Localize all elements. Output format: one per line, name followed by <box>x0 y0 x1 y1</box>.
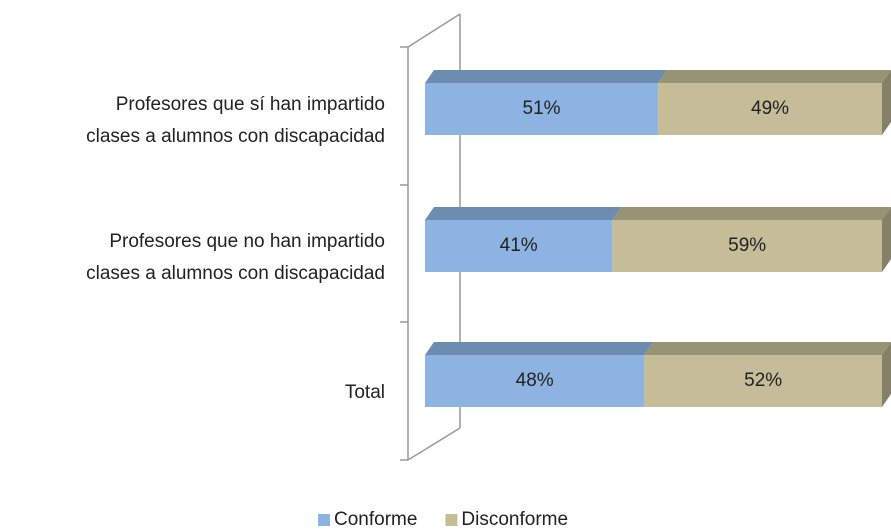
bar <box>658 83 882 135</box>
bar <box>425 83 659 135</box>
bar-top <box>425 207 622 220</box>
y-tick-label: Profesores que sí han impartido <box>116 94 385 115</box>
bar <box>425 355 645 407</box>
bar-top <box>425 70 668 83</box>
bar-side <box>882 207 891 272</box>
y-tick-label: Total <box>345 382 385 403</box>
data-label: 52% <box>744 370 782 391</box>
bar-top <box>644 342 891 355</box>
legend-swatch <box>445 514 458 526</box>
bar-top <box>425 342 654 355</box>
bar-top <box>658 70 891 83</box>
y-tick-label: clases a alumnos con discapacidad <box>86 263 385 284</box>
bar-top <box>612 207 891 220</box>
bar <box>425 220 613 272</box>
legend-label: Disconforme <box>461 509 568 530</box>
data-label: 51% <box>523 98 561 119</box>
bar <box>644 355 882 407</box>
legend-swatch <box>318 514 330 526</box>
legend-label: Conforme <box>334 509 417 530</box>
bar-side <box>882 342 891 407</box>
bar-side <box>882 70 891 135</box>
y-tick-label: Profesores que no han impartido <box>109 231 385 252</box>
bar <box>612 220 882 272</box>
data-label: 49% <box>751 98 789 119</box>
data-label: 48% <box>516 370 554 391</box>
data-label: 59% <box>728 235 766 256</box>
data-label: 41% <box>500 235 538 256</box>
y-tick-label: clases a alumnos con discapacidad <box>86 126 385 147</box>
